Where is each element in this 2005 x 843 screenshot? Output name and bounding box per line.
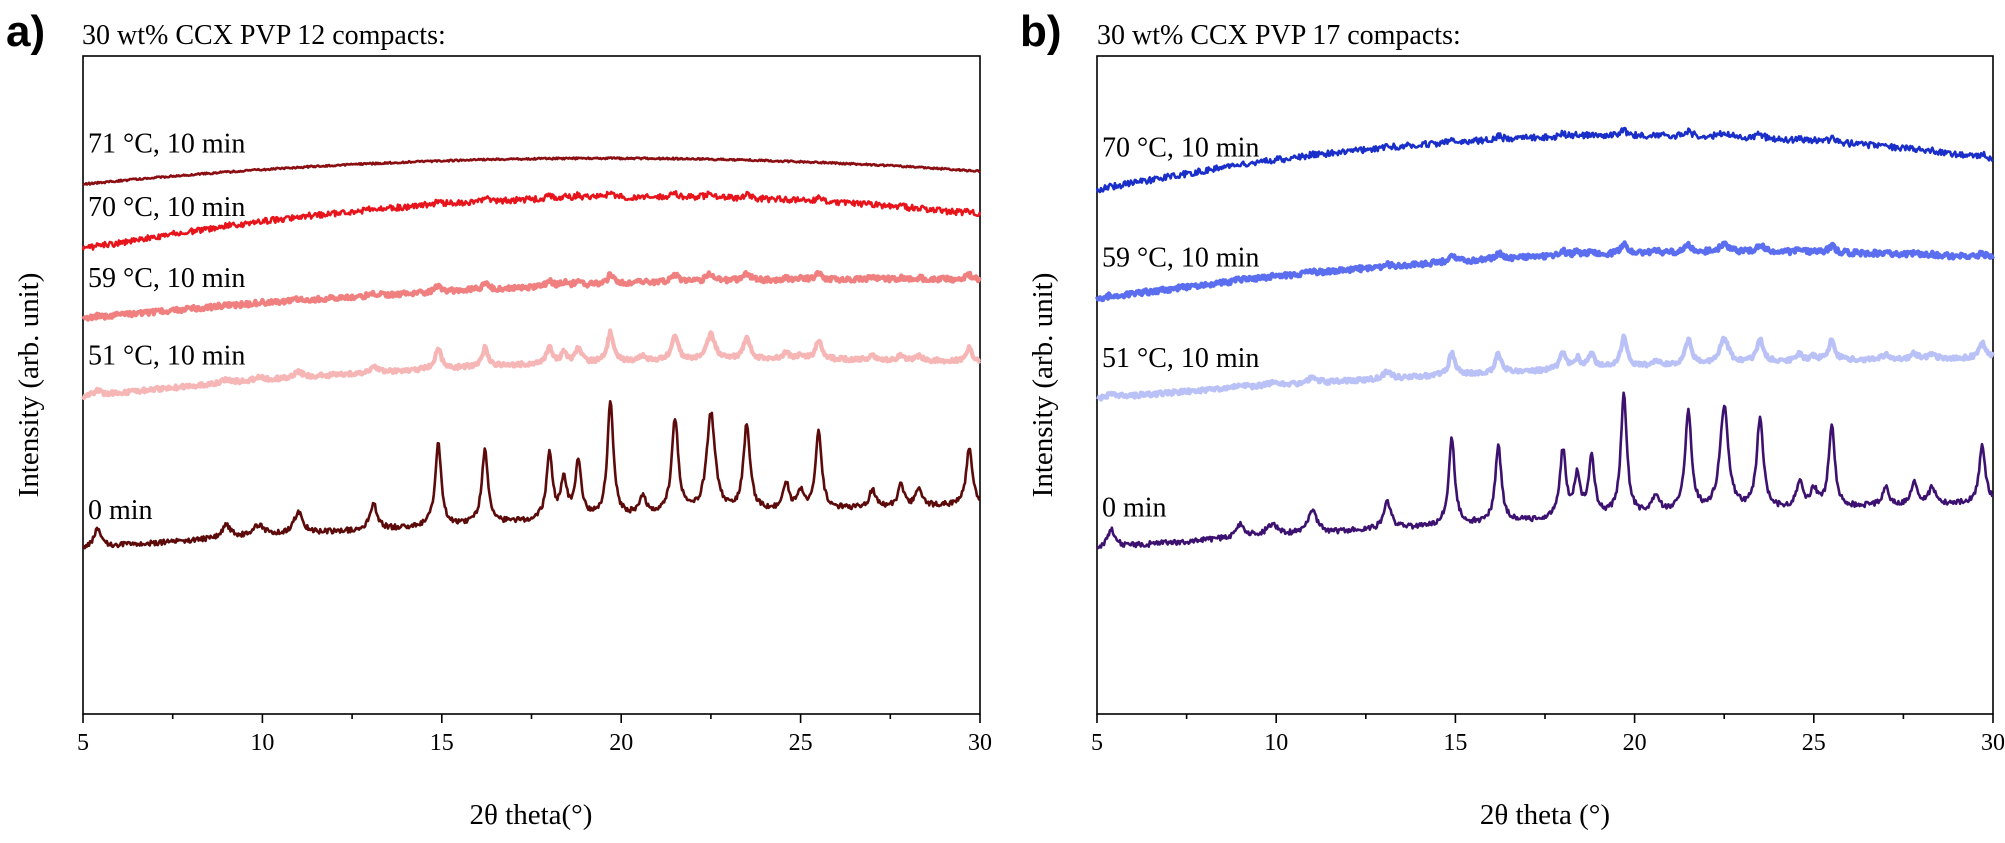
- series-label: 59 °C, 10 min: [1102, 242, 1259, 273]
- panel-a-traces: [81, 156, 982, 550]
- panel-b-x-tick-labels: 5 10 15 20 25 30: [1091, 730, 2005, 756]
- panel-b-title: 30 wt% CCX PVP 17 compacts:: [1097, 20, 1461, 51]
- series-label: 71 °C, 10 min: [88, 129, 245, 160]
- series-label: 51 °C, 10 min: [1102, 343, 1259, 374]
- series-label: 0 min: [88, 495, 153, 526]
- panel-b-traces: [1095, 126, 1995, 550]
- series-label: 70 °C, 10 min: [88, 192, 245, 223]
- panel-a-title: 30 wt% CCX PVP 12 compacts:: [82, 20, 446, 51]
- series-label: 59 °C, 10 min: [88, 263, 245, 294]
- x-tick-label-15: 15: [1443, 730, 1467, 756]
- trace-51-c-10-min: [81, 328, 982, 401]
- trace-59-c-10-min: [81, 269, 982, 322]
- panel-a-x-axis-label: 2θ theta(°): [470, 799, 593, 831]
- panel-a-x-tick-labels: 5 10 15 20 25 30: [77, 730, 992, 756]
- x-tick-label-25: 25: [1802, 730, 1826, 756]
- panel-b-y-axis-label: Intensity (arb. unit): [1027, 273, 1059, 498]
- series-label: 51 °C, 10 min: [88, 341, 245, 372]
- panel-a-y-axis-label: Intensity (arb. unit): [13, 273, 45, 498]
- x-tick-label-30: 30: [968, 730, 992, 756]
- x-tick-label-25: 25: [789, 730, 813, 756]
- x-tick-label-15: 15: [430, 730, 454, 756]
- panel-b-x-ticks: [1096, 714, 1994, 723]
- trace-51-c-10-min: [1095, 333, 1995, 402]
- panel-a: a) 30 wt% CCX PVP 12 compacts: 5 10 15 20 25…: [6, 7, 992, 831]
- trace-0-min: [81, 399, 981, 550]
- x-tick-label-5: 5: [77, 730, 89, 756]
- x-tick-label-5: 5: [1091, 730, 1103, 756]
- x-tick-label-10: 10: [1264, 730, 1288, 756]
- series-label: 70 °C, 10 min: [1102, 133, 1259, 164]
- x-tick-label-20: 20: [1623, 730, 1647, 756]
- panel-a-series-labels: 0 min 51 °C, 10 min 59 °C, 10 min 70 °C, 10…: [88, 129, 245, 526]
- panel-b: b) 30 wt% CCX PVP 17 compacts: 5 10 15 20 25…: [1020, 7, 2005, 831]
- panel-b-letter: b): [1020, 7, 1062, 56]
- trace-0-min: [1096, 391, 1994, 550]
- trace-59-c-10-min: [1095, 240, 1995, 303]
- panel-b-series-labels: 0 min 51 °C, 10 min 59 °C, 10 min 70 °C, 10…: [1102, 133, 1259, 524]
- trace-70-c-10-min: [81, 190, 982, 251]
- trace-70-c-10-min: [1095, 126, 1994, 194]
- x-tick-label-10: 10: [250, 730, 274, 756]
- panel-a-x-ticks: [82, 714, 981, 723]
- x-tick-label-30: 30: [1981, 730, 2005, 756]
- trace-71-c-10-min: [82, 156, 981, 186]
- panel-a-letter: a): [6, 7, 45, 56]
- series-label: 0 min: [1102, 493, 1167, 524]
- x-tick-label-20: 20: [609, 730, 633, 756]
- panel-b-x-axis-label: 2θ theta (°): [1480, 799, 1610, 831]
